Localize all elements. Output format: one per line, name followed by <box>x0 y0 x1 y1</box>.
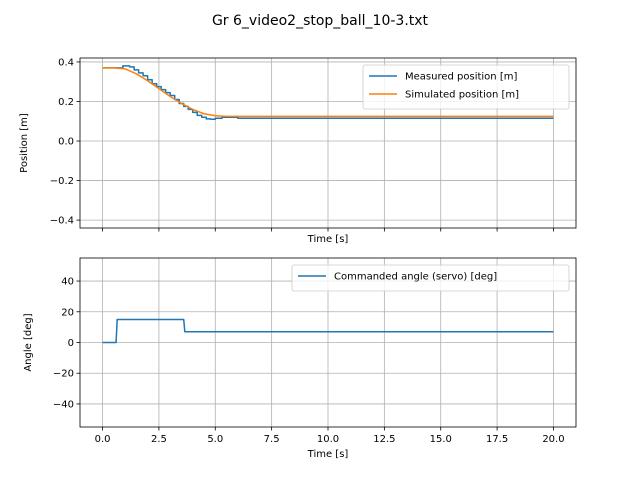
x-tick-label: 2.5 <box>151 434 167 445</box>
legend-label: Simulated position [m] <box>405 90 519 101</box>
legend: Commanded angle (servo) [deg] <box>291 264 570 292</box>
y-axis-label: Position [m] <box>19 113 30 173</box>
figure-title: Gr 6_video2_stop_ball_10-3.txt <box>212 13 429 29</box>
y-tick-label: −40 <box>53 399 74 410</box>
x-tick-label: 12.5 <box>373 434 395 445</box>
angle-subplot: 0.0 2.5 5.0 7.5 10.0 12.5 15.0 17.5 20.0 −40 −20 0 2… <box>23 257 577 460</box>
y-tick-label: −0.2 <box>50 176 74 187</box>
y-tick-label: 0.0 <box>58 137 74 148</box>
series-line-1 <box>102 318 554 344</box>
y-tick-label: −0.4 <box>50 216 74 227</box>
legend-label: Commanded angle (servo) [deg] <box>334 272 497 283</box>
x-tick-label: 20.0 <box>542 434 564 445</box>
x-tick-label: 17.5 <box>486 434 508 445</box>
y-tick-label: 20 <box>61 307 74 318</box>
series-line-1 <box>102 65 554 121</box>
legend: Measured position [m] Simulated position … <box>362 64 570 110</box>
x-tick-label: 7.5 <box>264 434 280 445</box>
x-tick-label: 10.0 <box>317 434 339 445</box>
x-tick-label: 0.0 <box>95 434 111 445</box>
x-axis-label: Time [s] <box>307 449 349 460</box>
y-tick-label: −20 <box>53 369 74 380</box>
y-tick-label: 0.4 <box>58 57 74 68</box>
x-tick-label: 15.0 <box>430 434 452 445</box>
legend-label: Measured position [m] <box>405 72 517 83</box>
y-tick-label: 0.2 <box>58 97 74 108</box>
position-subplot: −0.4 −0.2 0.0 0.2 0.4 Time [s] Position [m] Mea… <box>19 57 577 245</box>
y-tick-label: 0 <box>68 338 74 349</box>
legend-box <box>362 64 570 110</box>
y-axis-label: Angle [deg] <box>23 313 34 371</box>
y-tick-label: 40 <box>61 277 74 288</box>
legend-box <box>291 264 570 292</box>
series-line-2 <box>102 67 554 118</box>
x-tick-label: 5.0 <box>207 434 223 445</box>
x-axis-label: Time [s] <box>307 234 349 245</box>
